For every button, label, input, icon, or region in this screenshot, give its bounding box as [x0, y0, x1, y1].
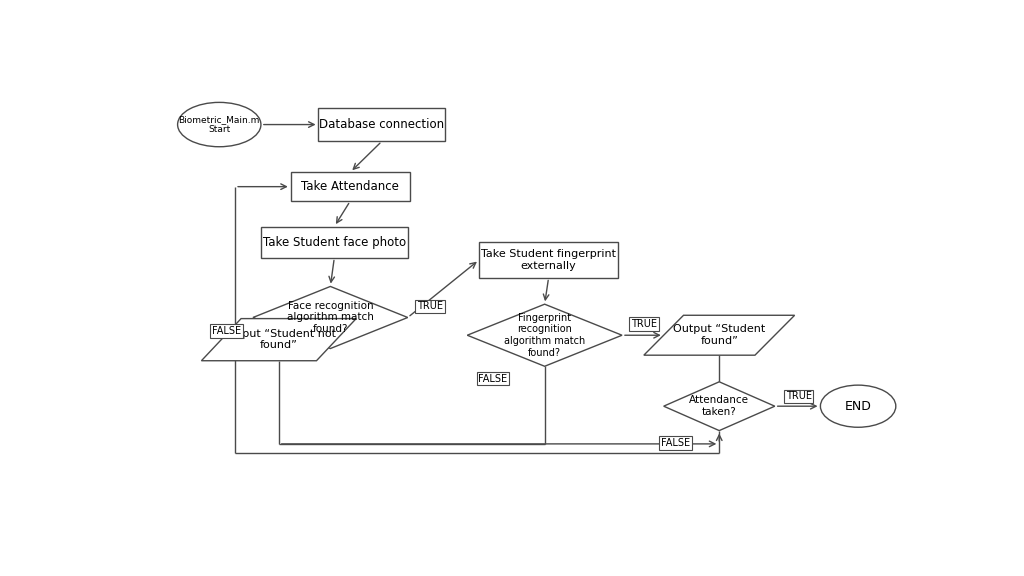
Text: FALSE: FALSE: [478, 374, 508, 384]
Text: Output “Student
found”: Output “Student found”: [673, 324, 765, 346]
Text: FALSE: FALSE: [662, 438, 690, 448]
Text: Output “Student not
found”: Output “Student not found”: [222, 329, 336, 350]
Text: TRUE: TRUE: [785, 392, 812, 401]
Polygon shape: [202, 319, 356, 361]
FancyBboxPatch shape: [318, 108, 445, 141]
Text: Take Student face photo: Take Student face photo: [263, 236, 406, 249]
FancyBboxPatch shape: [479, 242, 618, 278]
Polygon shape: [253, 286, 408, 348]
Text: Database connection: Database connection: [319, 118, 444, 131]
Text: FALSE: FALSE: [212, 326, 242, 336]
Text: Biometric_Main.m
Start: Biometric_Main.m Start: [178, 115, 260, 134]
Text: TRUE: TRUE: [631, 319, 657, 329]
FancyBboxPatch shape: [291, 172, 410, 201]
Ellipse shape: [820, 385, 896, 427]
Ellipse shape: [177, 103, 261, 147]
Text: Face recognition
algorithm match
found?: Face recognition algorithm match found?: [287, 301, 374, 334]
Text: Attendance
taken?: Attendance taken?: [689, 395, 750, 417]
Text: Take Attendance: Take Attendance: [301, 180, 399, 193]
Polygon shape: [467, 304, 622, 366]
Text: TRUE: TRUE: [417, 301, 443, 312]
FancyBboxPatch shape: [261, 226, 408, 257]
Text: Fingerprint
recognition
algorithm match
found?: Fingerprint recognition algorithm match …: [504, 313, 586, 358]
Polygon shape: [644, 315, 795, 355]
Text: END: END: [845, 400, 871, 412]
Text: Take Student fingerprint
externally: Take Student fingerprint externally: [481, 249, 616, 271]
Polygon shape: [664, 382, 775, 431]
